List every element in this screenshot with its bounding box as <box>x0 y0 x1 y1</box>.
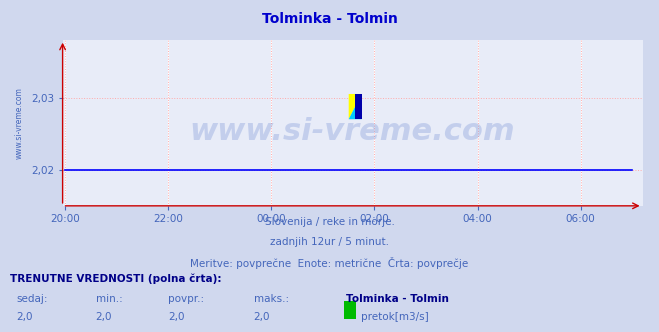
Text: 2,0: 2,0 <box>168 312 185 322</box>
Text: Tolminka - Tolmin: Tolminka - Tolmin <box>262 12 397 26</box>
Text: 2,0: 2,0 <box>254 312 270 322</box>
Text: maks.:: maks.: <box>254 294 289 304</box>
Polygon shape <box>355 94 362 119</box>
Text: 2,0: 2,0 <box>96 312 112 322</box>
Text: zadnjih 12ur / 5 minut.: zadnjih 12ur / 5 minut. <box>270 237 389 247</box>
Text: Meritve: povprečne  Enote: metrične  Črta: povprečje: Meritve: povprečne Enote: metrične Črta:… <box>190 257 469 269</box>
Text: Slovenija / reke in morje.: Slovenija / reke in morje. <box>264 217 395 227</box>
Text: pretok[m3/s]: pretok[m3/s] <box>361 312 429 322</box>
Text: Tolminka - Tolmin: Tolminka - Tolmin <box>346 294 449 304</box>
Polygon shape <box>349 94 362 119</box>
Text: sedaj:: sedaj: <box>16 294 48 304</box>
Text: min.:: min.: <box>96 294 123 304</box>
Text: www.si-vreme.com: www.si-vreme.com <box>190 117 515 146</box>
Text: www.si-vreme.com: www.si-vreme.com <box>14 87 24 159</box>
Text: TRENUTNE VREDNOSTI (polna črta):: TRENUTNE VREDNOSTI (polna črta): <box>10 274 221 285</box>
Polygon shape <box>349 94 362 119</box>
Text: povpr.:: povpr.: <box>168 294 204 304</box>
Text: 2,0: 2,0 <box>16 312 33 322</box>
